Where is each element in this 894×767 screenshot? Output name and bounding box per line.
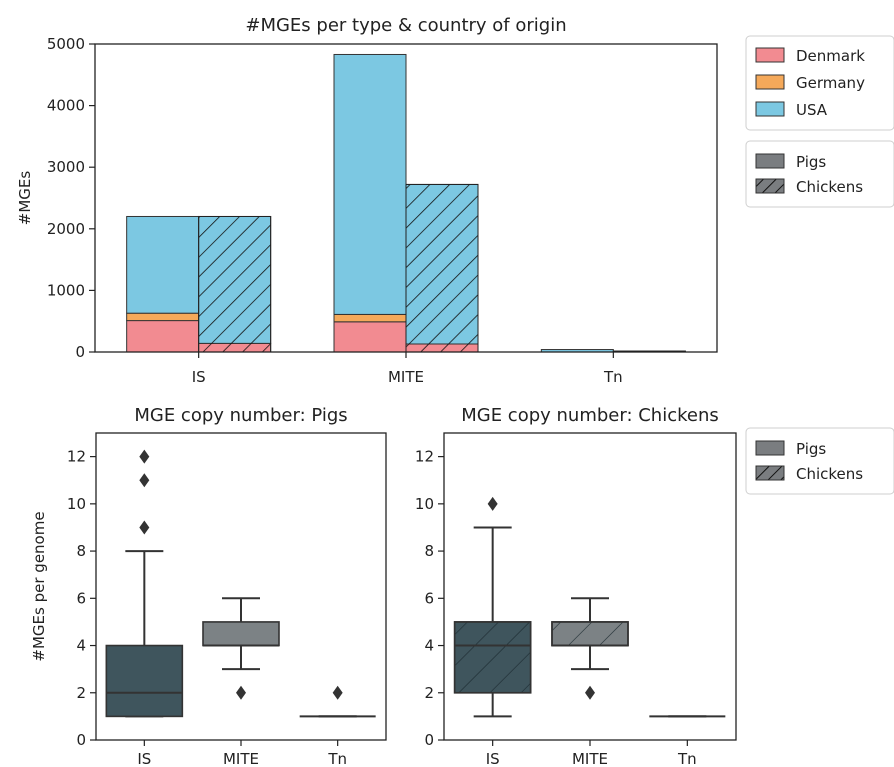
bar-ytick-label: 5000 [47,35,85,53]
box-legend-label-Chickens: Chickens [796,465,863,483]
chickens-boxplot-box-hatch-IS [453,621,532,694]
chickens-boxplot-ytick-label: 6 [424,589,434,607]
chickens-boxplot-frame [443,432,737,741]
bar-chart-ylabel: #MGEs [16,171,34,226]
pigs-boxplot-ytick-label: 4 [76,637,86,655]
chickens-boxplot-ytick-label: 12 [415,448,434,466]
chickens-boxplot-xtick-label: Tn [677,750,697,767]
chickens-boxplot-title: MGE copy number: Chickens [461,405,719,426]
chickens-boxplot-ytick-label: 2 [424,684,434,702]
bar-MITE-Pigs-Denmark [333,321,407,353]
bar-xtick-label: MITE [388,368,424,386]
legend-label-Chickens: Chickens [796,178,863,196]
bar-IS-Pigs-Germany [126,312,200,322]
bar-ytick-label: 3000 [47,158,85,176]
chickens-boxplot-ytick-label: 8 [424,542,434,560]
pigs-boxplot-box-IS [105,644,184,718]
legend-swatch-Pigs [755,153,785,169]
legend-label-USA: USA [796,101,828,119]
legend-label-Germany: Germany [796,74,865,92]
pigs-boxplot-ytick-label: 8 [76,542,86,560]
bar-MITE-Pigs-USA [333,53,407,315]
pigs-boxplot-outlier-MITE [236,685,246,700]
bar-hatch-IS-Chickens [198,215,272,353]
chickens-boxplot-xtick-label: MITE [572,750,608,767]
pigs-boxplot-ytick-label: 0 [76,731,86,749]
pigs-boxplot-outlier-IS [139,449,150,464]
pigs-boxplot-outlier-IS [139,520,150,535]
bar-chart-frame [94,43,718,353]
pigs-boxplot-xtick-label: IS [137,750,151,767]
chickens-boxplot-box-hatch-MITE [551,621,629,647]
bar-ytick-label: 2000 [47,220,85,238]
pigs-boxplot-outlier-IS [139,473,150,488]
pigs-boxplot-outlier-Tn [332,685,343,700]
chickens-boxplot-xtick-label: IS [486,750,500,767]
legend-swatch-Germany [755,74,785,90]
bar-xtick-label: Tn [603,368,623,386]
box-legend-swatch-Pigs [755,440,785,456]
chickens-boxplot-outlier-MITE [585,685,595,700]
bar-MITE-Pigs-Germany [333,313,407,323]
pigs-boxplot-ytick-label: 6 [76,589,86,607]
legend-label-Denmark: Denmark [796,47,865,65]
chickens-boxplot-ytick-label: 4 [424,637,434,655]
bar-ytick-label: 0 [75,343,85,361]
legend-swatch-USA [755,101,785,117]
host-legend-box [745,140,894,208]
bar-hatch-MITE-Chickens [405,183,479,353]
chickens-boxplot-ytick-label: 0 [424,731,434,749]
pigs-boxplot-ytick-label: 12 [67,448,86,466]
legend-hatch-Chickens [755,178,785,194]
pigs-boxplot-ylabel: #MGEs per genome [30,511,48,661]
bar-ytick-label: 1000 [47,281,85,299]
chickens-boxplot-ytick-label: 10 [415,495,434,513]
bar-xtick-label: IS [192,368,206,386]
boxplot-legend-box [745,427,894,495]
box-legend-hatch-Chickens [755,465,785,481]
pigs-boxplot-ytick-label: 2 [76,684,86,702]
chickens-boxplot-outlier-IS [487,496,498,511]
pigs-boxplot-frame [95,432,387,741]
bar-IS-Pigs-USA [126,215,200,314]
bar-chart-title: #MGEs per type & country of origin [245,15,566,36]
pigs-boxplot-ytick-label: 10 [67,495,86,513]
pigs-boxplot-title: MGE copy number: Pigs [134,405,347,426]
legend-swatch-Denmark [755,47,785,63]
legend-label-Pigs: Pigs [796,153,826,171]
pigs-boxplot-xtick-label: Tn [327,750,347,767]
pigs-boxplot-xtick-label: MITE [223,750,259,767]
bar-IS-Pigs-Denmark [126,320,200,353]
bar-ytick-label: 4000 [47,97,85,115]
pigs-boxplot-box-MITE [202,621,280,647]
box-legend-label-Pigs: Pigs [796,440,826,458]
